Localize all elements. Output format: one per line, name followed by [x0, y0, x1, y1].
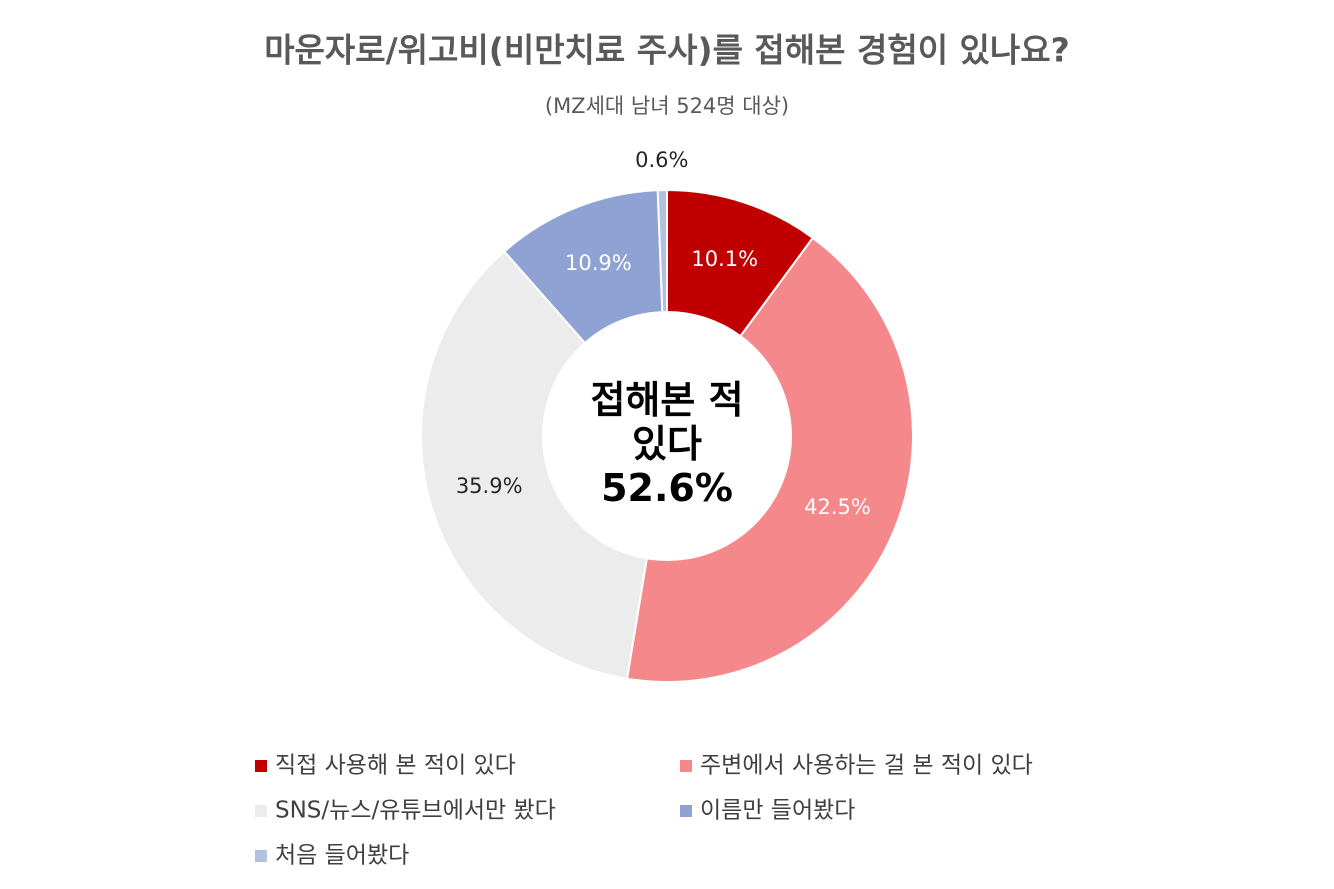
data-label: 10.1%: [691, 247, 758, 271]
legend-swatch: [255, 760, 267, 772]
legend-label: 처음 들어봤다: [275, 843, 409, 869]
legend-label: 이름만 들어봤다: [700, 798, 855, 824]
chart-subtitle: (MZ세대 남녀 524명 대상): [545, 94, 789, 118]
center-value: 52.6%: [601, 466, 733, 510]
data-label: 42.5%: [804, 495, 871, 519]
chart-title: 마운자로/위고비(비만치료 주사)를 접해본 경험이 있나요?: [264, 31, 1070, 70]
data-label: 10.9%: [565, 251, 632, 275]
center-annotation: 접해본 적 있다 52.6%: [567, 378, 767, 510]
data-label: 0.6%: [635, 148, 688, 172]
legend-swatch: [680, 760, 692, 772]
data-label: 35.9%: [456, 474, 523, 498]
donut-slice: [656, 188, 668, 314]
legend-swatch: [255, 805, 267, 817]
legend-label: 주변에서 사용하는 걸 본 적이 있다: [700, 753, 1033, 779]
donut-slice: [625, 236, 914, 683]
center-label: 접해본 적 있다: [590, 378, 744, 466]
legend-label: 직접 사용해 본 적이 있다: [275, 753, 516, 779]
donut-slice: [420, 250, 648, 680]
legend-swatch: [255, 850, 267, 862]
legend-swatch: [680, 805, 692, 817]
legend-label: SNS/뉴스/유튜브에서만 봤다: [275, 798, 556, 824]
